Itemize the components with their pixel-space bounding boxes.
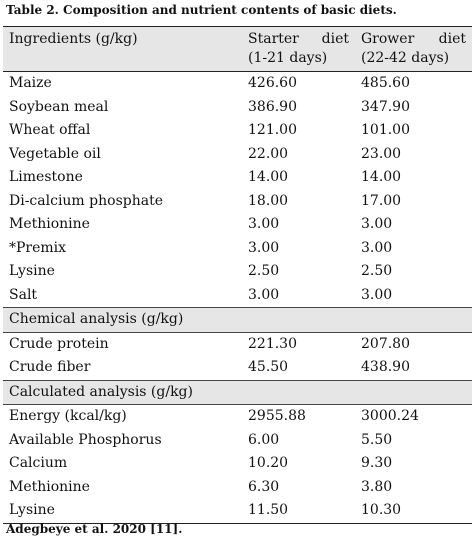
nutrient-name: Crude fiber [9, 359, 91, 375]
starter-value: 426.60 [242, 71, 355, 96]
nutrient-name: Methionine [9, 478, 90, 495]
grower-value: 23.00 [361, 145, 402, 162]
grower-value: 347.90 [361, 98, 410, 115]
table-row: Methionine 3.00 3.00 [3, 213, 472, 237]
ingredient-name: *Premix [9, 239, 67, 256]
starter-value: 221.30 [242, 331, 355, 356]
header-grower-days: (22-42 days) [361, 50, 450, 66]
ingredient-name: Maize [3, 71, 242, 96]
section-title-chemical: Chemical analysis (g/kg) [3, 307, 472, 332]
table-row: Maize 426.60 485.60 [3, 71, 472, 96]
table-row: Soybean meal 386.90 347.90 [3, 96, 472, 120]
nutrient-name: Crude protein [3, 331, 242, 356]
table-row: Energy (kcal/kg) 2955.88 3000.24 [3, 404, 472, 429]
grower-value: 438.90 [361, 359, 410, 375]
header-starter-diet: Starter diet (1-21 days) [242, 26, 355, 72]
table-row: Di-calcium phosphate 18.00 17.00 [3, 190, 472, 214]
table-row: Lysine 2.50 2.50 [3, 260, 472, 284]
grower-value: 207.80 [355, 331, 472, 356]
ingredient-name: Limestone [9, 169, 83, 185]
ingredient-name: Salt [9, 286, 38, 303]
grower-value: 17.00 [361, 192, 402, 209]
table-row: Crude fiber 45.50 438.90 [3, 356, 472, 380]
header-starter-diet-word: diet [321, 31, 349, 47]
grower-value: 3.00 [361, 286, 393, 303]
header-grower-diet-word: diet [438, 31, 466, 47]
ingredient-name: Di-calcium phosphate [9, 192, 163, 209]
header-grower-word: Grower [361, 31, 415, 47]
table-row: Salt 3.00 3.00 [3, 284, 472, 308]
section-row-chemical: Chemical analysis (g/kg) [3, 307, 472, 332]
ingredient-name: Lysine [9, 263, 55, 279]
nutrient-name: Lysine [3, 499, 242, 524]
starter-value: 6.30 [248, 478, 280, 495]
ingredient-name: Wheat offal [9, 122, 91, 138]
table-caption: Table 2. Composition and nutrient conten… [6, 3, 397, 17]
grower-value: 485.60 [355, 71, 472, 96]
starter-value: 6.00 [248, 431, 280, 448]
header-ingredients: Ingredients (g/kg) [3, 26, 242, 72]
starter-value: 3.00 [248, 239, 280, 256]
grower-value: 3.00 [361, 216, 393, 232]
diet-composition-table: Ingredients (g/kg) Starter diet (1-21 da… [3, 26, 472, 524]
header-starter-days: (1-21 days) [248, 50, 328, 66]
grower-value: 3000.24 [355, 404, 472, 429]
table-source-note: Adegbeye et al. 2020 [11]. [6, 522, 183, 536]
starter-value: 10.20 [248, 455, 289, 471]
section-row-calculated: Calculated analysis (g/kg) [3, 379, 472, 405]
ingredient-name: Methionine [9, 216, 90, 232]
header-starter-word: Starter [248, 31, 299, 47]
starter-value: 121.00 [248, 122, 297, 138]
starter-value: 22.00 [248, 145, 289, 162]
table-header-row: Ingredients (g/kg) Starter diet (1-21 da… [3, 26, 472, 72]
grower-value: 101.00 [361, 122, 410, 138]
grower-value: 2.50 [361, 263, 393, 279]
starter-value: 45.50 [248, 359, 289, 375]
table-row: *Premix 3.00 3.00 [3, 237, 472, 261]
grower-value: 9.30 [361, 455, 393, 471]
grower-value: 5.50 [361, 431, 393, 448]
starter-value: 2.50 [248, 263, 280, 279]
starter-value: 18.00 [248, 192, 289, 209]
table-row: Methionine 6.30 3.80 [3, 476, 472, 500]
starter-value: 11.50 [242, 499, 355, 524]
grower-value: 3.00 [361, 239, 393, 256]
starter-value: 3.00 [248, 216, 280, 232]
grower-value: 14.00 [361, 169, 402, 185]
section-title-calculated: Calculated analysis (g/kg) [3, 379, 472, 405]
starter-value: 3.00 [248, 286, 280, 303]
starter-value: 2955.88 [242, 404, 355, 429]
nutrient-name: Calcium [9, 455, 68, 471]
table-row: Crude protein 221.30 207.80 [3, 331, 472, 356]
table-row: Available Phosphorus 6.00 5.50 [3, 429, 472, 453]
table-row: Vegetable oil 22.00 23.00 [3, 143, 472, 167]
starter-value: 14.00 [248, 169, 289, 185]
table-row: Limestone 14.00 14.00 [3, 166, 472, 190]
grower-value: 3.80 [361, 478, 393, 495]
header-grower-diet: Grower diet (22-42 days) [355, 26, 472, 72]
grower-value: 10.30 [355, 499, 472, 524]
ingredient-name: Soybean meal [9, 98, 109, 115]
nutrient-name: Available Phosphorus [9, 431, 162, 448]
nutrient-name: Energy (kcal/kg) [3, 404, 242, 429]
ingredient-name: Vegetable oil [9, 145, 101, 162]
table-row: Wheat offal 121.00 101.00 [3, 119, 472, 143]
table-row: Lysine 11.50 10.30 [3, 499, 472, 524]
table-row: Calcium 10.20 9.30 [3, 452, 472, 476]
starter-value: 386.90 [248, 98, 297, 115]
